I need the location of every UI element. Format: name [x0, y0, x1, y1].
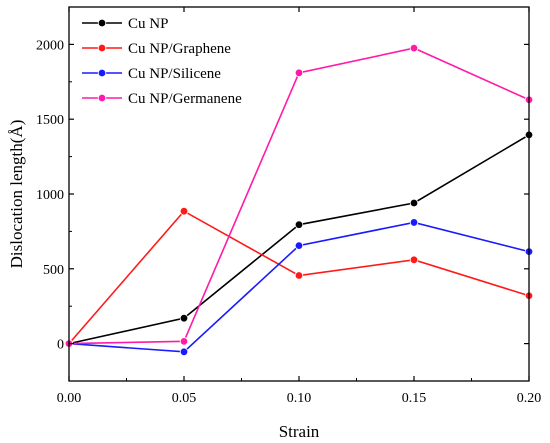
data-point	[179, 337, 189, 346]
legend: Cu NP Cu NP/Graphene Cu NP/Silicene Cu NP/G…	[82, 16, 242, 107]
legend-label: Cu NP/Silicene	[128, 66, 221, 82]
x-axis-title: Strain	[279, 422, 320, 441]
y-tick-label: 1500	[36, 113, 64, 128]
data-point	[294, 241, 304, 250]
data-point	[409, 218, 419, 227]
y-tick-label: 2000	[36, 38, 64, 53]
legend-marker	[97, 68, 107, 78]
data-point	[179, 207, 189, 216]
legend-label: Cu NP/Germanene	[128, 91, 242, 107]
y-tick-label: 0	[57, 338, 64, 353]
data-point	[179, 313, 189, 323]
data-point	[179, 347, 189, 357]
data-point	[409, 255, 419, 265]
y-tick-label: 1000	[36, 188, 64, 203]
data-point	[294, 220, 304, 229]
frame-layer: 0.00 0.05 0.10 0.15 0.20 0 500 1000 1500 2000	[36, 6, 542, 406]
x-tick-label: 0.20	[517, 391, 542, 406]
y-axis-title: Dislocation length(Å)	[7, 120, 26, 269]
plot-frame	[68, 6, 530, 382]
y-tick-label: 500	[43, 263, 64, 278]
legend-label: Cu NP/Graphene	[128, 41, 231, 57]
legend-marker	[97, 43, 107, 53]
legend-marker	[97, 18, 107, 28]
data-point	[294, 68, 304, 78]
x-tick-label: 0.15	[402, 391, 427, 406]
data-point	[409, 198, 419, 208]
x-tick-label: 0.05	[172, 391, 197, 406]
data-point	[409, 43, 419, 53]
legend-marker	[97, 93, 107, 103]
data-point	[294, 271, 304, 280]
x-tick-label: 0.10	[287, 391, 312, 406]
series-layer	[64, 43, 534, 357]
x-tick-label: 0.00	[57, 391, 82, 406]
legend-label: Cu NP	[128, 16, 168, 32]
series-line	[68, 134, 530, 345]
